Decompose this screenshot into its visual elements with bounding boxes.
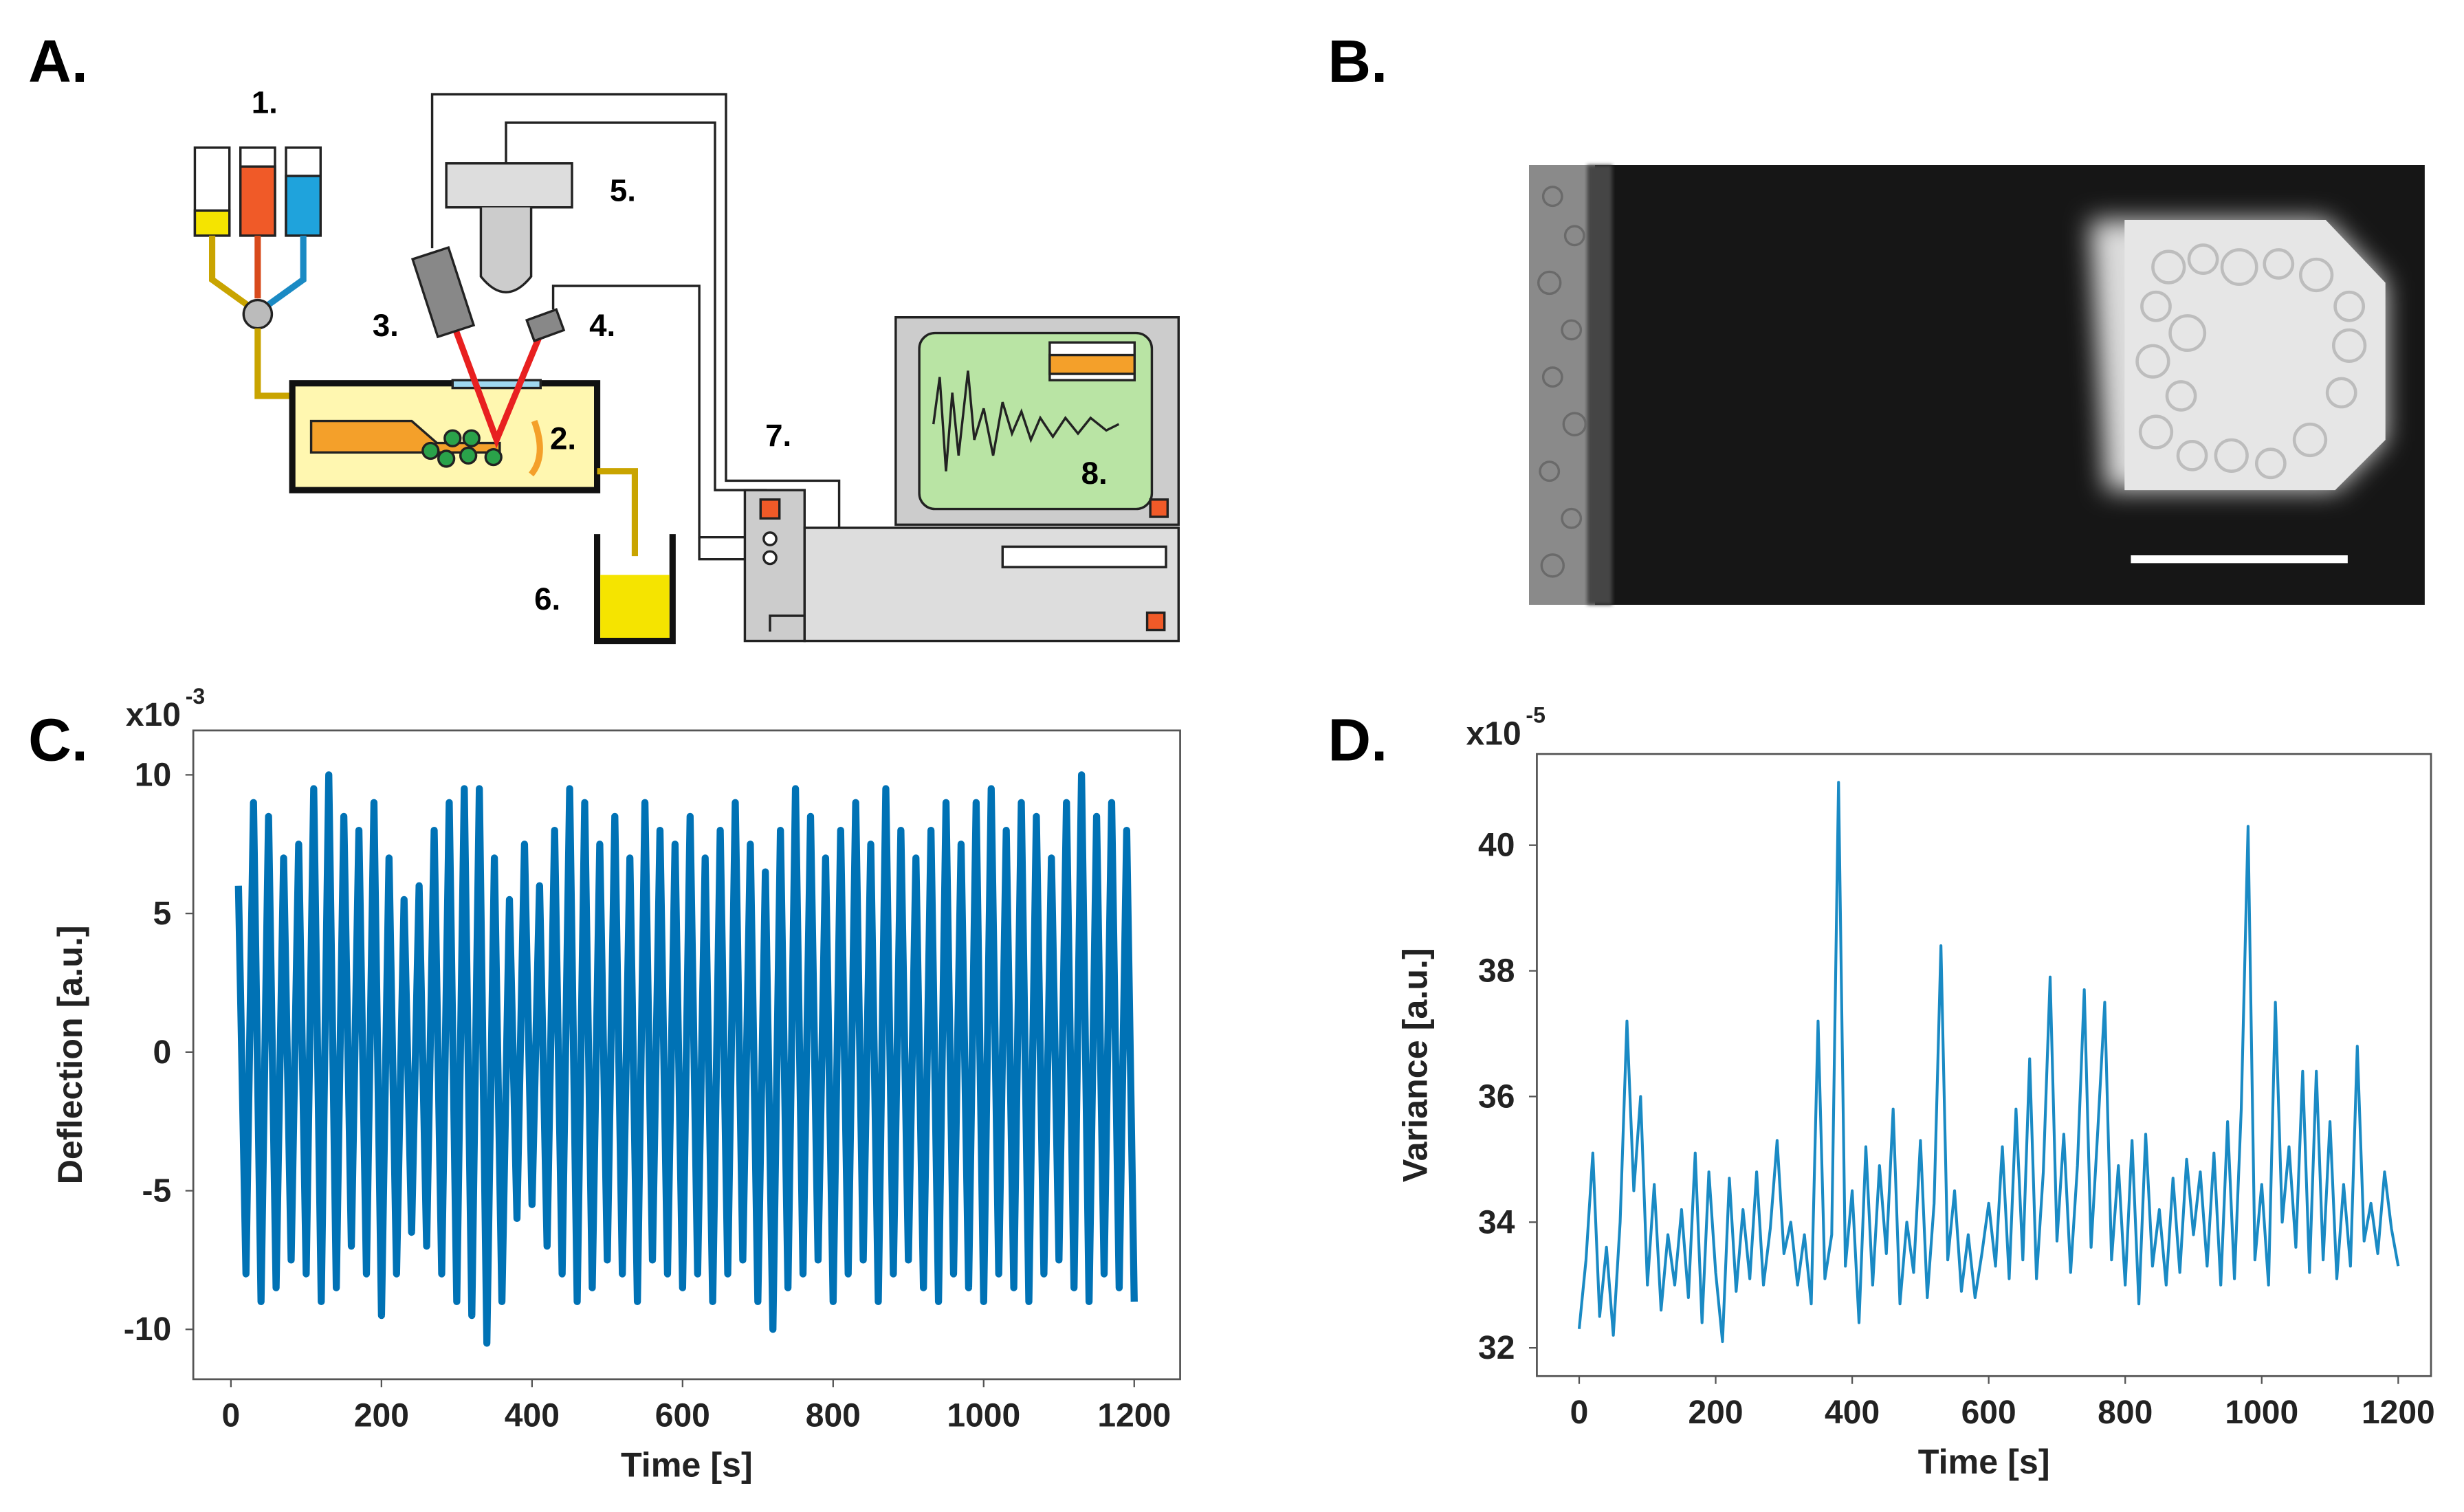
x-tick-label: 1200: [2362, 1394, 2435, 1431]
diagram-label: 2.: [550, 421, 576, 456]
y-tick-label: 5: [153, 896, 171, 932]
panel-label: B.: [1328, 28, 1387, 95]
y-tick-label: -5: [142, 1173, 171, 1210]
y-multiplier: x10: [1466, 715, 1521, 752]
x-tick-label: 1200: [1097, 1397, 1171, 1434]
panel-label: C.: [28, 707, 88, 773]
y-tick-label: 38: [1478, 953, 1515, 990]
x-tick-label: 1000: [2225, 1394, 2298, 1431]
x-tick-label: 200: [1688, 1394, 1743, 1431]
plot-frame: [1536, 753, 2432, 1377]
x-tick-label: 0: [222, 1397, 241, 1434]
x-tick-label: 600: [1961, 1394, 2016, 1431]
y-multiplier-exponent: -3: [186, 684, 205, 709]
panel-label: D.: [1328, 707, 1387, 773]
diagram-label: 8.: [1081, 456, 1108, 491]
x-tick-label: 400: [505, 1397, 560, 1434]
y-tick-label: 40: [1478, 827, 1515, 864]
y-axis-label: Deflection [a.u.]: [50, 925, 89, 1184]
y-axis-label: Variance [a.u.]: [1395, 948, 1434, 1182]
setup-diagram: [193, 93, 1180, 645]
x-tick-label: 200: [354, 1397, 409, 1434]
x-tick-label: 800: [2098, 1394, 2153, 1431]
diagram-label: 5.: [610, 173, 636, 208]
data-line: [1577, 781, 2400, 1344]
x-tick-label: 600: [655, 1397, 710, 1434]
x-tick-label: 400: [1825, 1394, 1880, 1431]
y-multiplier: x10: [126, 697, 181, 733]
x-axis-label: Time [s]: [621, 1445, 753, 1485]
data-line: [234, 771, 1138, 1347]
diagram-label: 4.: [589, 308, 615, 343]
y-tick-label: 10: [135, 757, 171, 793]
x-tick-label: 1000: [947, 1397, 1020, 1434]
y-multiplier-exponent: -5: [1526, 702, 1545, 727]
y-tick-label: 0: [153, 1034, 171, 1071]
y-tick-label: 32: [1478, 1330, 1515, 1366]
x-tick-label: 800: [806, 1397, 861, 1434]
y-tick-label: -10: [124, 1311, 171, 1348]
micrograph: [1529, 165, 2425, 605]
panel-label: A.: [28, 28, 88, 95]
diagram-label: 3.: [373, 308, 399, 343]
y-tick-label: 34: [1478, 1204, 1515, 1241]
x-axis-label: Time [s]: [1918, 1442, 2050, 1481]
diagram-label: 6.: [534, 581, 560, 616]
y-tick-label: 36: [1478, 1078, 1515, 1115]
diagram-label: 1.: [252, 85, 278, 120]
diagram-label: 7.: [765, 418, 791, 453]
x-tick-label: 0: [1570, 1394, 1589, 1431]
